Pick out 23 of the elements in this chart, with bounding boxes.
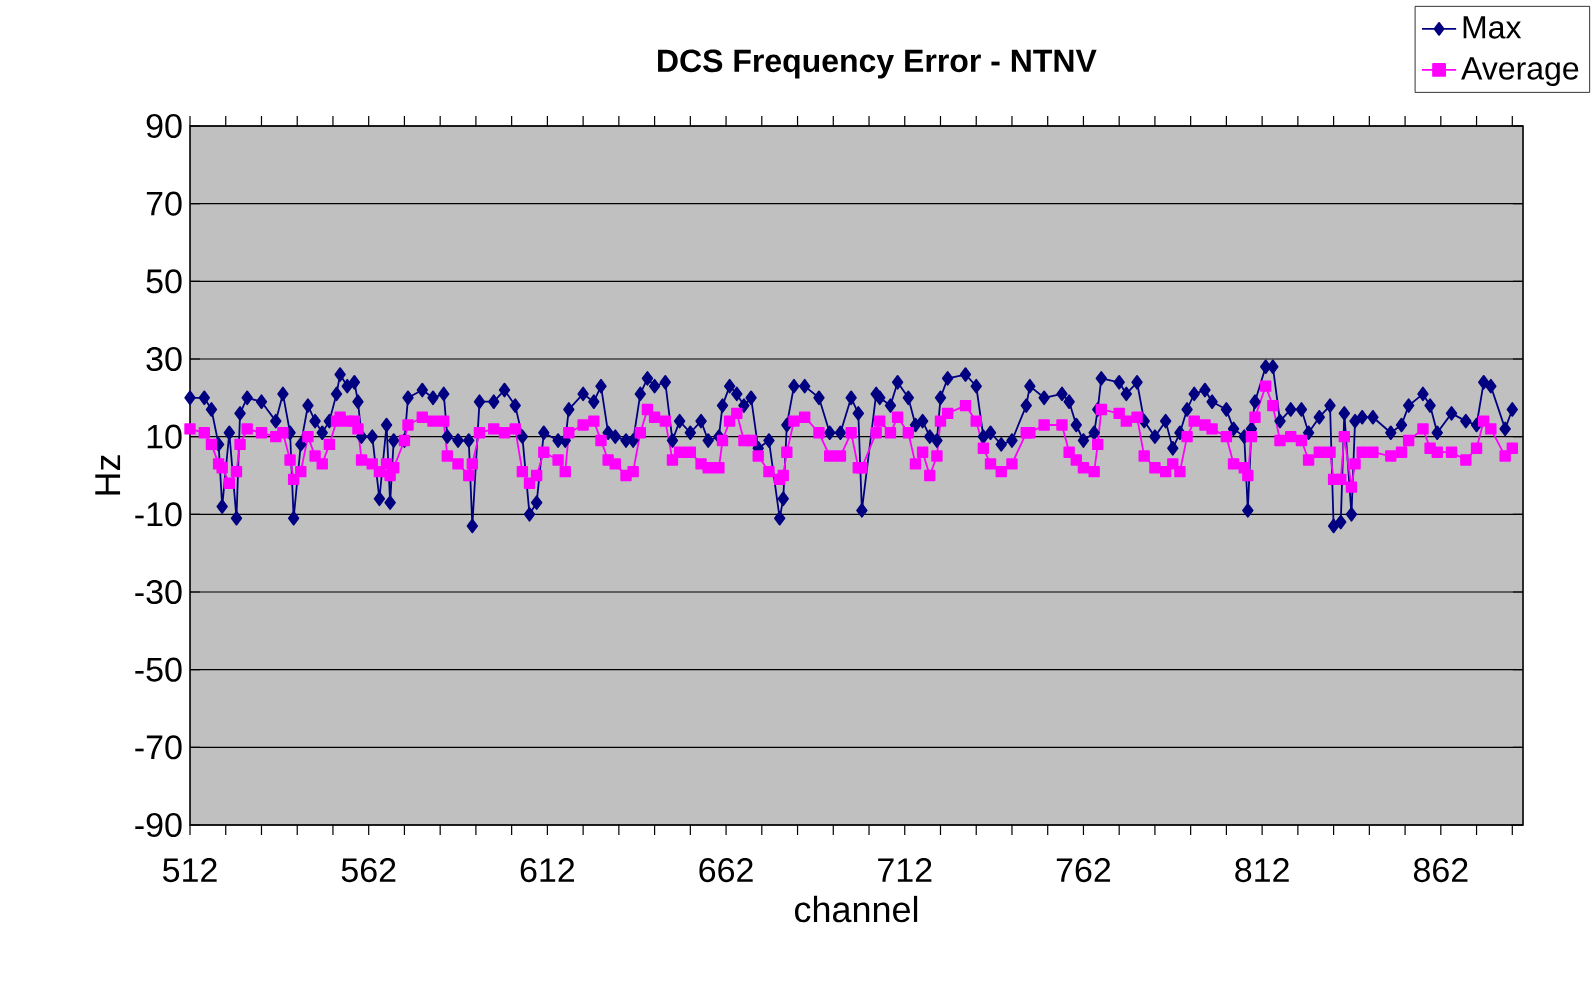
x-axis-title: channel [795,895,918,923]
x-tick-label: 612 [520,858,575,883]
x-tick-label: 562 [341,858,396,883]
y-tick-label: -10 [135,502,182,527]
x-tick-label: 762 [1056,858,1111,883]
chart-title: DCS Frequency Error - NTNV [658,49,1097,79]
y-tick-label: -50 [135,657,182,682]
x-tick-label: 662 [699,858,753,883]
y-tick-label: 90 [146,113,182,139]
legend-label: Average [1461,57,1579,87]
x-tick-label: 712 [878,858,932,882]
x-tick-label: 812 [1235,858,1289,883]
y-tick-label: 50 [146,269,182,294]
y-tick-label: 70 [146,191,182,216]
y-tick-label: -90 [135,812,182,838]
y-axis-title: Hz [95,455,121,495]
y-tick-label: -30 [135,579,182,605]
legend-label: Max [1463,16,1522,39]
y-tick-label: 30 [146,346,182,372]
y-tick-label: 10 [147,424,182,449]
x-tick-label: 862 [1413,858,1468,883]
y-tick-label: -70 [135,735,182,760]
x-tick-label: 512 [162,858,217,883]
